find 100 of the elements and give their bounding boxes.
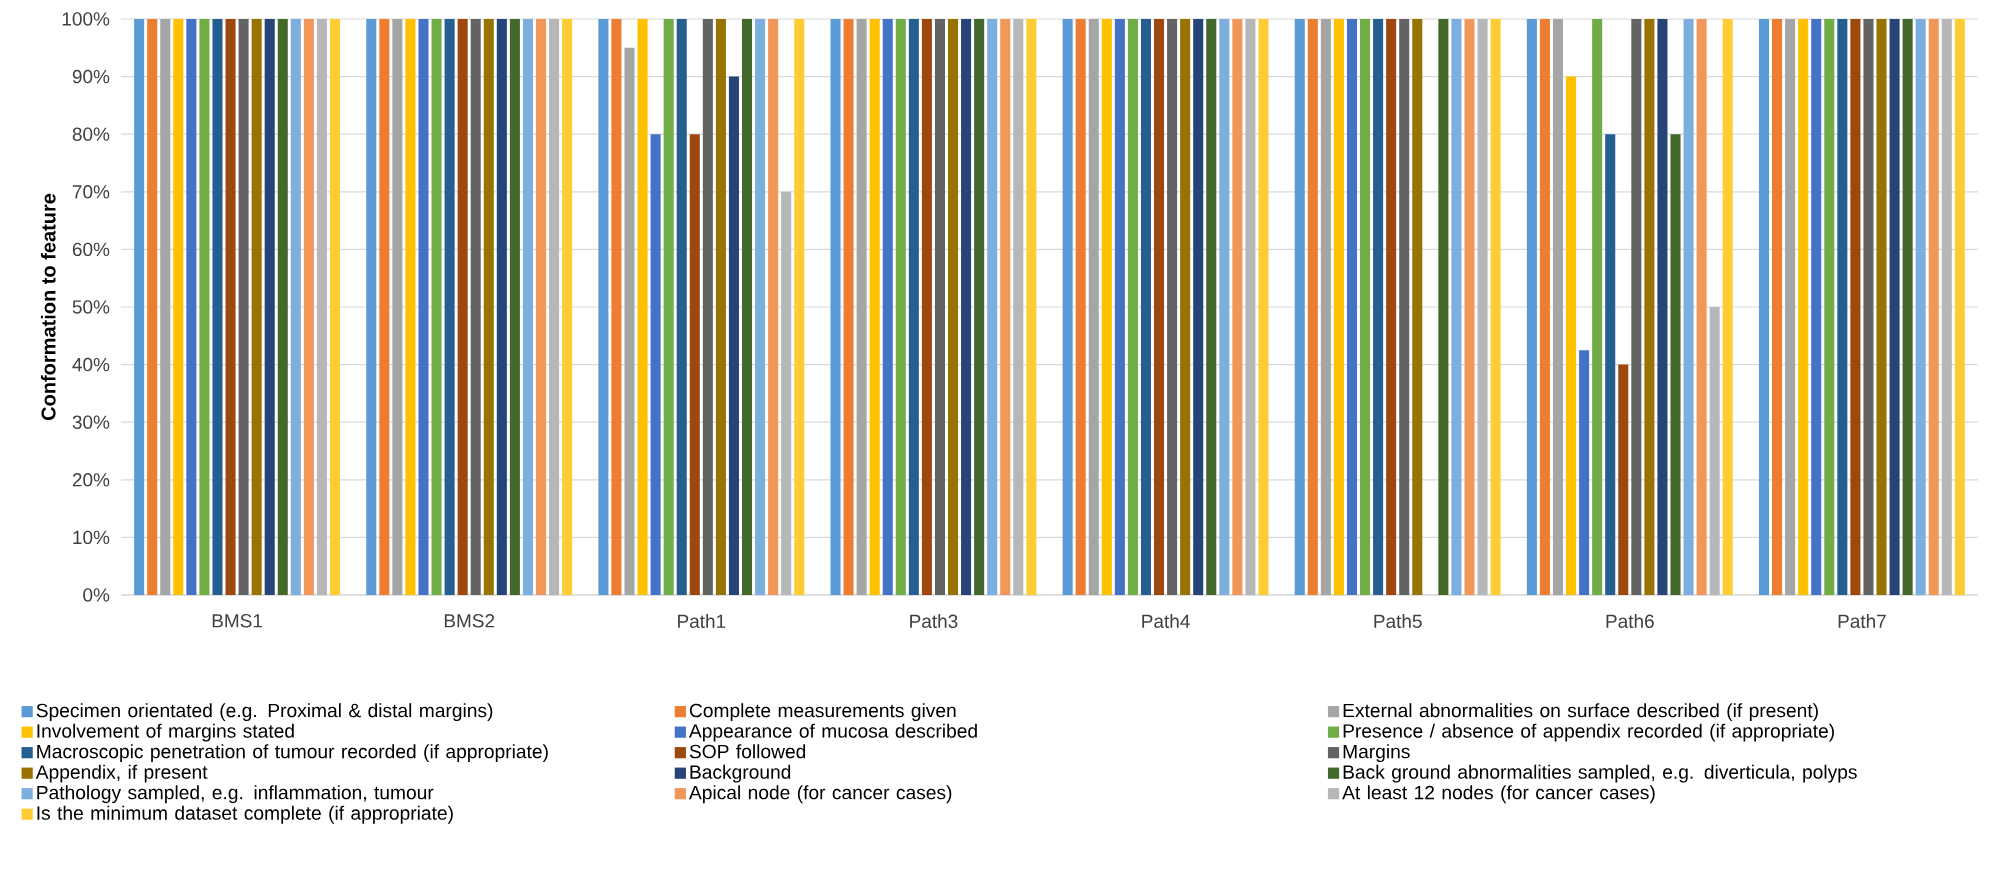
bar — [173, 18, 184, 595]
legend-label: Margins — [1343, 744, 1410, 763]
bar — [1722, 18, 1733, 595]
x-tick-label: Path3 — [910, 614, 958, 629]
bar — [1333, 18, 1344, 595]
bar — [277, 18, 288, 595]
legend-label: SOP followed — [689, 744, 806, 759]
bar — [1114, 18, 1125, 595]
bar — [1644, 18, 1655, 595]
bar — [1127, 18, 1138, 595]
bar — [1412, 18, 1423, 595]
bar — [1811, 18, 1822, 595]
bar — [728, 76, 739, 595]
bar — [1101, 18, 1112, 595]
bar — [1876, 18, 1887, 595]
bar — [637, 18, 648, 595]
bar — [251, 18, 262, 595]
bar — [715, 18, 726, 595]
bar — [1346, 18, 1358, 595]
bar — [1657, 18, 1668, 595]
y-tick-label: 50% — [72, 300, 110, 314]
bar — [366, 18, 377, 595]
bar — [1464, 18, 1475, 595]
bar — [1631, 18, 1642, 595]
bar — [1605, 134, 1616, 595]
bar — [444, 18, 455, 595]
bar — [921, 18, 932, 595]
bar — [1167, 18, 1178, 595]
bar — [843, 18, 854, 595]
legend-label: Appendix, if present — [35, 764, 208, 783]
bar — [264, 18, 275, 595]
legend-label: Is the minimum dataset complete (if appropriate) — [37, 805, 453, 824]
bar — [948, 18, 959, 595]
legend-label: Back ground abnormalities sampled, e.g. diverticula, polyps — [1343, 764, 1857, 783]
bar — [987, 18, 998, 595]
legend-label: Pathology sampled, e.g. inflammation, tumour — [37, 785, 434, 804]
bar — [598, 18, 609, 595]
y-tick-label: 60% — [72, 242, 110, 257]
legend-label: Presence / absence of appendix recorded (if appropriate) — [1343, 723, 1834, 742]
legend-label: Background — [690, 764, 791, 783]
bar — [1798, 18, 1809, 595]
legend-label: Macroscopic penetration of tumour recorded (if appropriate) — [37, 744, 548, 763]
bar — [1438, 18, 1449, 595]
y-tick-label: 70% — [72, 185, 110, 199]
y-tick-label: 10% — [73, 530, 110, 545]
x-tick-label: Path6 — [1606, 614, 1654, 629]
bar — [1552, 18, 1564, 595]
bar — [1386, 18, 1397, 595]
bar — [1539, 18, 1550, 595]
bar — [1566, 76, 1577, 595]
bar — [483, 18, 494, 595]
bar — [509, 18, 520, 595]
bar — [856, 18, 867, 595]
bar — [781, 191, 792, 595]
y-tick-label: 80% — [72, 127, 110, 141]
bar — [1618, 364, 1629, 595]
legend-label: Appearance of mucosa described — [688, 723, 977, 742]
bar — [496, 18, 507, 595]
bar — [562, 18, 573, 595]
bar — [1219, 18, 1230, 595]
bar — [1850, 18, 1861, 595]
bar — [830, 18, 841, 595]
bar — [650, 134, 661, 595]
bar — [290, 18, 301, 595]
bar — [457, 18, 468, 595]
bar — [199, 18, 210, 595]
bar — [186, 18, 197, 595]
bar — [134, 18, 145, 595]
bar — [1490, 18, 1501, 595]
bar — [702, 18, 713, 595]
bar — [794, 18, 805, 595]
bar — [535, 18, 547, 595]
y-axis-title: Conformation to feature — [40, 193, 56, 421]
bar — [882, 18, 893, 595]
y-tick-label: 30% — [72, 415, 110, 429]
bar — [238, 18, 249, 595]
bar — [934, 18, 945, 595]
bar — [1013, 18, 1024, 595]
y-tick-label: 90% — [72, 69, 110, 84]
bar — [1696, 18, 1707, 595]
bar — [1245, 18, 1256, 595]
bar — [1477, 18, 1488, 595]
bar — [663, 18, 674, 595]
bar — [549, 18, 560, 595]
legend-label: Apical node (for cancer cases) — [688, 785, 952, 804]
bar — [1399, 18, 1410, 595]
bar — [961, 18, 972, 595]
bar — [303, 18, 314, 595]
bar — [1683, 18, 1694, 595]
x-tick-label: BMS2 — [444, 614, 495, 628]
y-tick-label: 40% — [72, 357, 110, 372]
bar — [1088, 18, 1099, 595]
bar — [1258, 18, 1269, 595]
bar — [329, 18, 341, 595]
x-tick-label: Path7 — [1838, 614, 1886, 629]
x-tick-label: Path5 — [1374, 614, 1422, 629]
bar — [611, 18, 622, 595]
bar — [1451, 18, 1462, 595]
x-tick-label: BMS1 — [212, 614, 262, 628]
bar — [741, 18, 753, 595]
